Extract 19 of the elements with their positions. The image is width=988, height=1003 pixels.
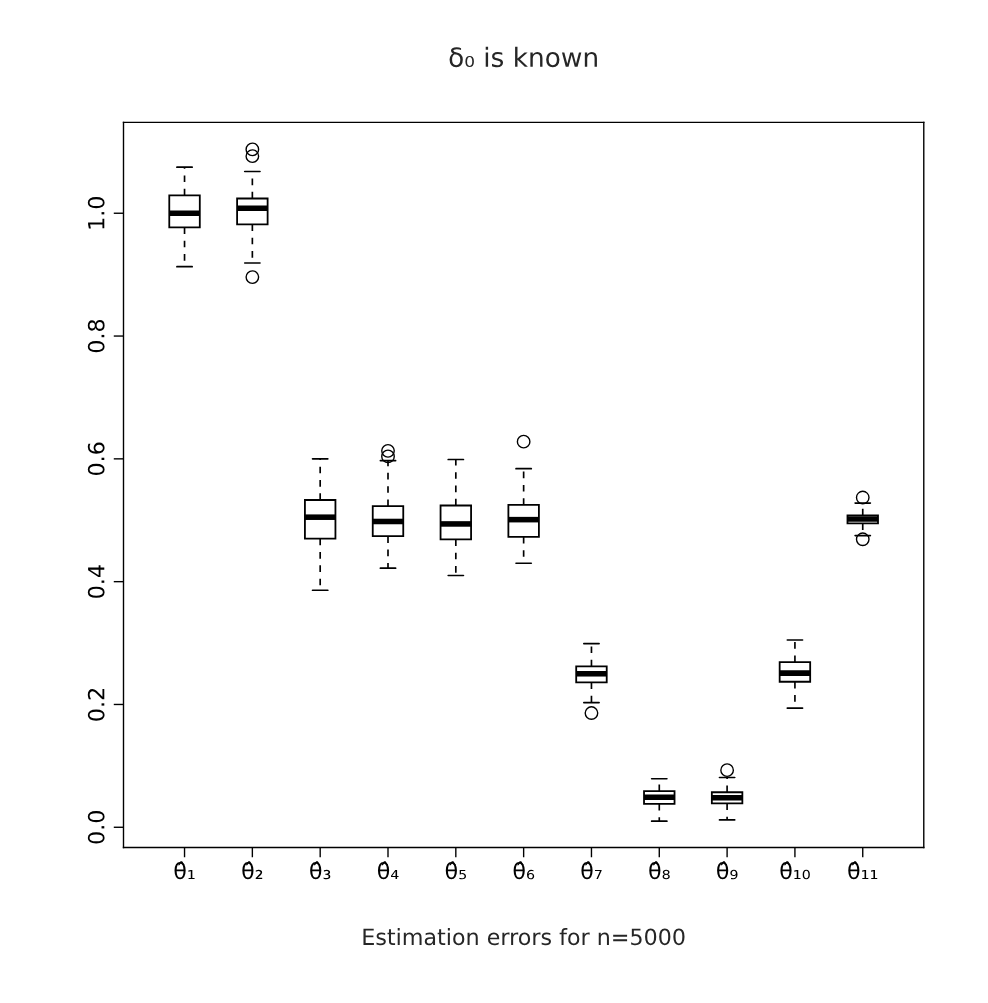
x-tick-label: θ̂₈ [649, 861, 670, 880]
x-tick-label: θ̂₆ [513, 861, 535, 880]
x-tick-label: θ̂₃ [310, 861, 331, 880]
y-tick-label: 0.6 [87, 442, 105, 476]
x-tick-label: θ̂₉ [717, 861, 738, 880]
x-tick-label: θ̂₇ [581, 861, 602, 880]
x-axis-title: Estimation errors for n=5000 [363, 928, 685, 946]
x-tick-label: θ̂₁₀ [780, 861, 810, 880]
y-tick-label: 0.2 [87, 689, 105, 721]
x-tick-label: θ̂₂ [242, 861, 263, 880]
y-tick-label: 0.0 [87, 811, 105, 844]
x-tick-label: θ̂₅ [445, 861, 467, 880]
x-tick-label: θ̂₁ [174, 861, 195, 880]
y-tick-label: 0.8 [87, 319, 105, 353]
x-tick-label: θ̂₁₁ [848, 861, 878, 880]
y-tick-label: 1.0 [87, 197, 105, 229]
chart-title: δ₀ is known [449, 46, 597, 68]
y-tick-label: 0.4 [87, 565, 105, 598]
x-tick-label: θ̂₄ [377, 861, 399, 880]
